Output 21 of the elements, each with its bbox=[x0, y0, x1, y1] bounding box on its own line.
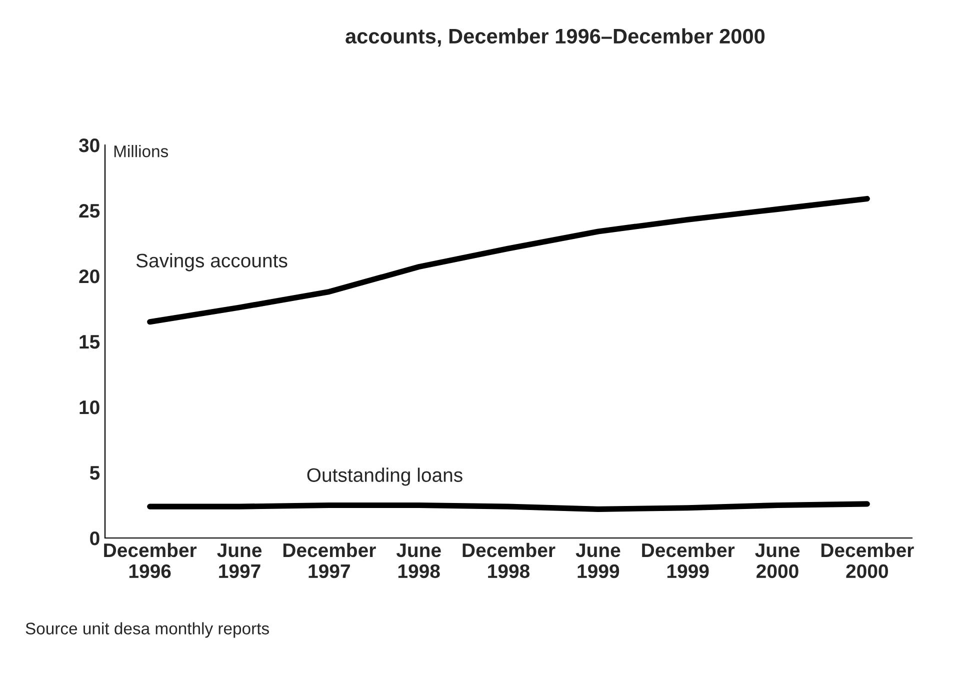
source-note: Source unit desa monthly reports bbox=[26, 622, 269, 638]
chart-title: accounts, December 1996–December 2000 bbox=[346, 28, 765, 47]
y-tick-label: 10 bbox=[80, 400, 100, 414]
x-tick-label: June 1999 bbox=[576, 544, 620, 578]
x-tick-label: June 1997 bbox=[217, 544, 262, 578]
y-tick-label: 25 bbox=[79, 204, 100, 218]
x-tick-label: December 1999 bbox=[642, 542, 735, 578]
x-tick-label: June 2000 bbox=[755, 544, 800, 578]
y-tick-label: 15 bbox=[80, 335, 100, 349]
y-tick-label: 30 bbox=[78, 138, 100, 152]
x-tick-label: June 1998 bbox=[396, 544, 441, 578]
x-tick-label: December 1996 bbox=[104, 542, 197, 578]
y-tick-label: 0 bbox=[90, 531, 100, 546]
y-axis-title: Millions bbox=[114, 145, 168, 158]
x-tick-label: December 1998 bbox=[462, 542, 556, 578]
x-tick-label: December 2000 bbox=[821, 542, 914, 578]
series-label: Savings accounts bbox=[136, 253, 288, 272]
y-tick-label: 5 bbox=[90, 466, 100, 480]
series-label: Outstanding loans bbox=[307, 468, 462, 486]
x-tick-label: December 1997 bbox=[283, 542, 376, 578]
y-tick-label: 20 bbox=[79, 269, 100, 284]
